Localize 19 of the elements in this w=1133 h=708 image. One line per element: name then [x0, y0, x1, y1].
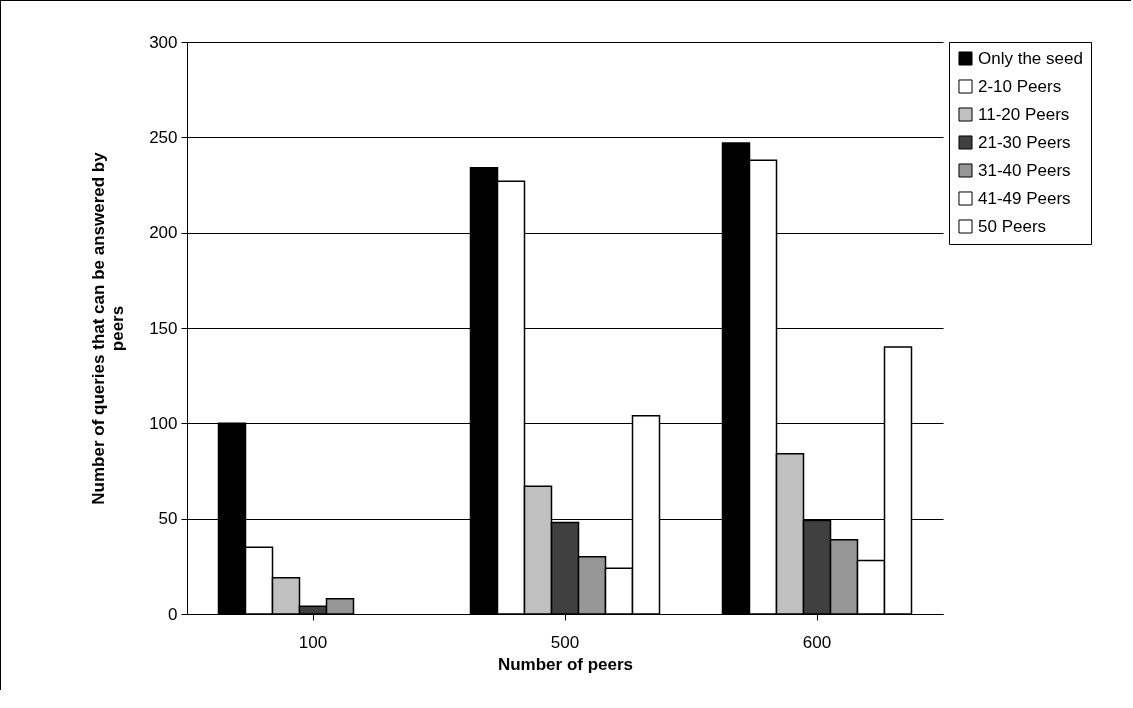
legend-label: 2-10 Peers: [978, 76, 1062, 96]
legend-label: 41-49 Peers: [978, 188, 1071, 208]
legend-label: 50 Peers: [978, 216, 1047, 236]
y-tick-label: 200: [149, 223, 178, 243]
legend-label: 31-40 Peers: [978, 160, 1071, 180]
y-tick-label: 50: [158, 509, 178, 529]
y-axis-title: Number of queries that can be answered by peers: [89, 151, 128, 505]
legend-label: 21-30 Peers: [978, 132, 1071, 152]
y-tick-label: 0: [168, 604, 178, 624]
x-tick-label: 500: [550, 632, 580, 652]
legend-label: 11-20 Peers: [978, 104, 1070, 124]
y-tick-label: 300: [149, 32, 178, 52]
y-tick-label: 100: [149, 413, 178, 433]
x-tick-label: 600: [802, 632, 832, 652]
x-axis-title: Number of peers: [497, 654, 634, 674]
legend-label: Only the seed: [978, 48, 1083, 68]
y-tick-label: 250: [149, 127, 178, 147]
y-tick-label: 150: [149, 318, 178, 338]
x-tick-label: 100: [298, 632, 328, 652]
